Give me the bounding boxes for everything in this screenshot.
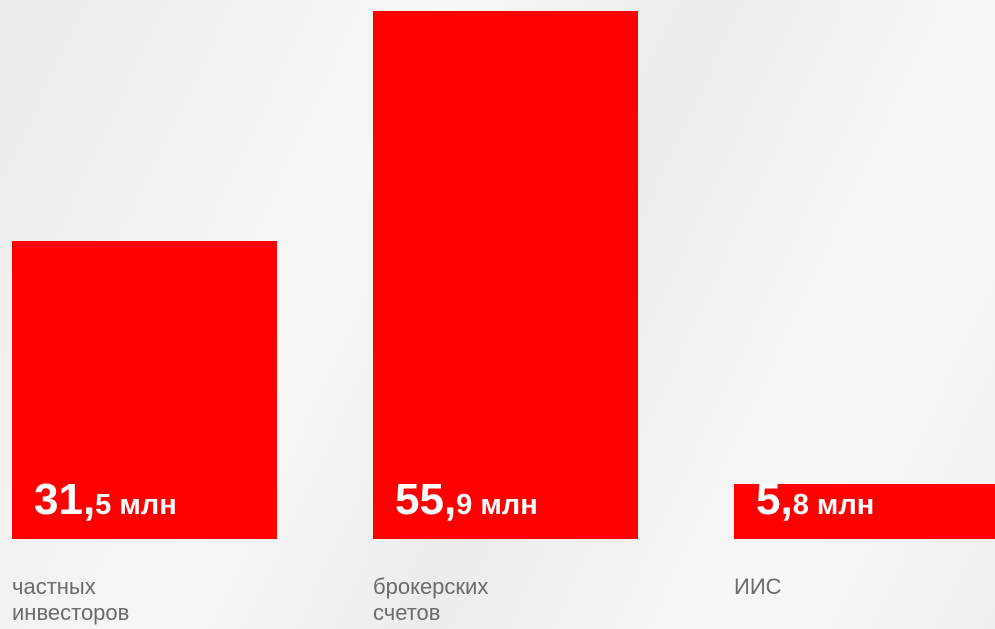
bar: 31,5 млн	[12, 241, 277, 539]
category-label: брокерских счетов	[373, 574, 489, 625]
value-label: 31,5 млн	[34, 474, 177, 524]
value-label: 5,8 млн	[756, 474, 875, 524]
bar: 5,8 млн	[734, 475, 995, 539]
bar: 55,9 млн	[373, 11, 638, 539]
category-label: ИИС	[734, 574, 782, 599]
value-label: 55,9 млн	[395, 475, 538, 524]
category-label: частных инвесторов	[12, 574, 130, 625]
